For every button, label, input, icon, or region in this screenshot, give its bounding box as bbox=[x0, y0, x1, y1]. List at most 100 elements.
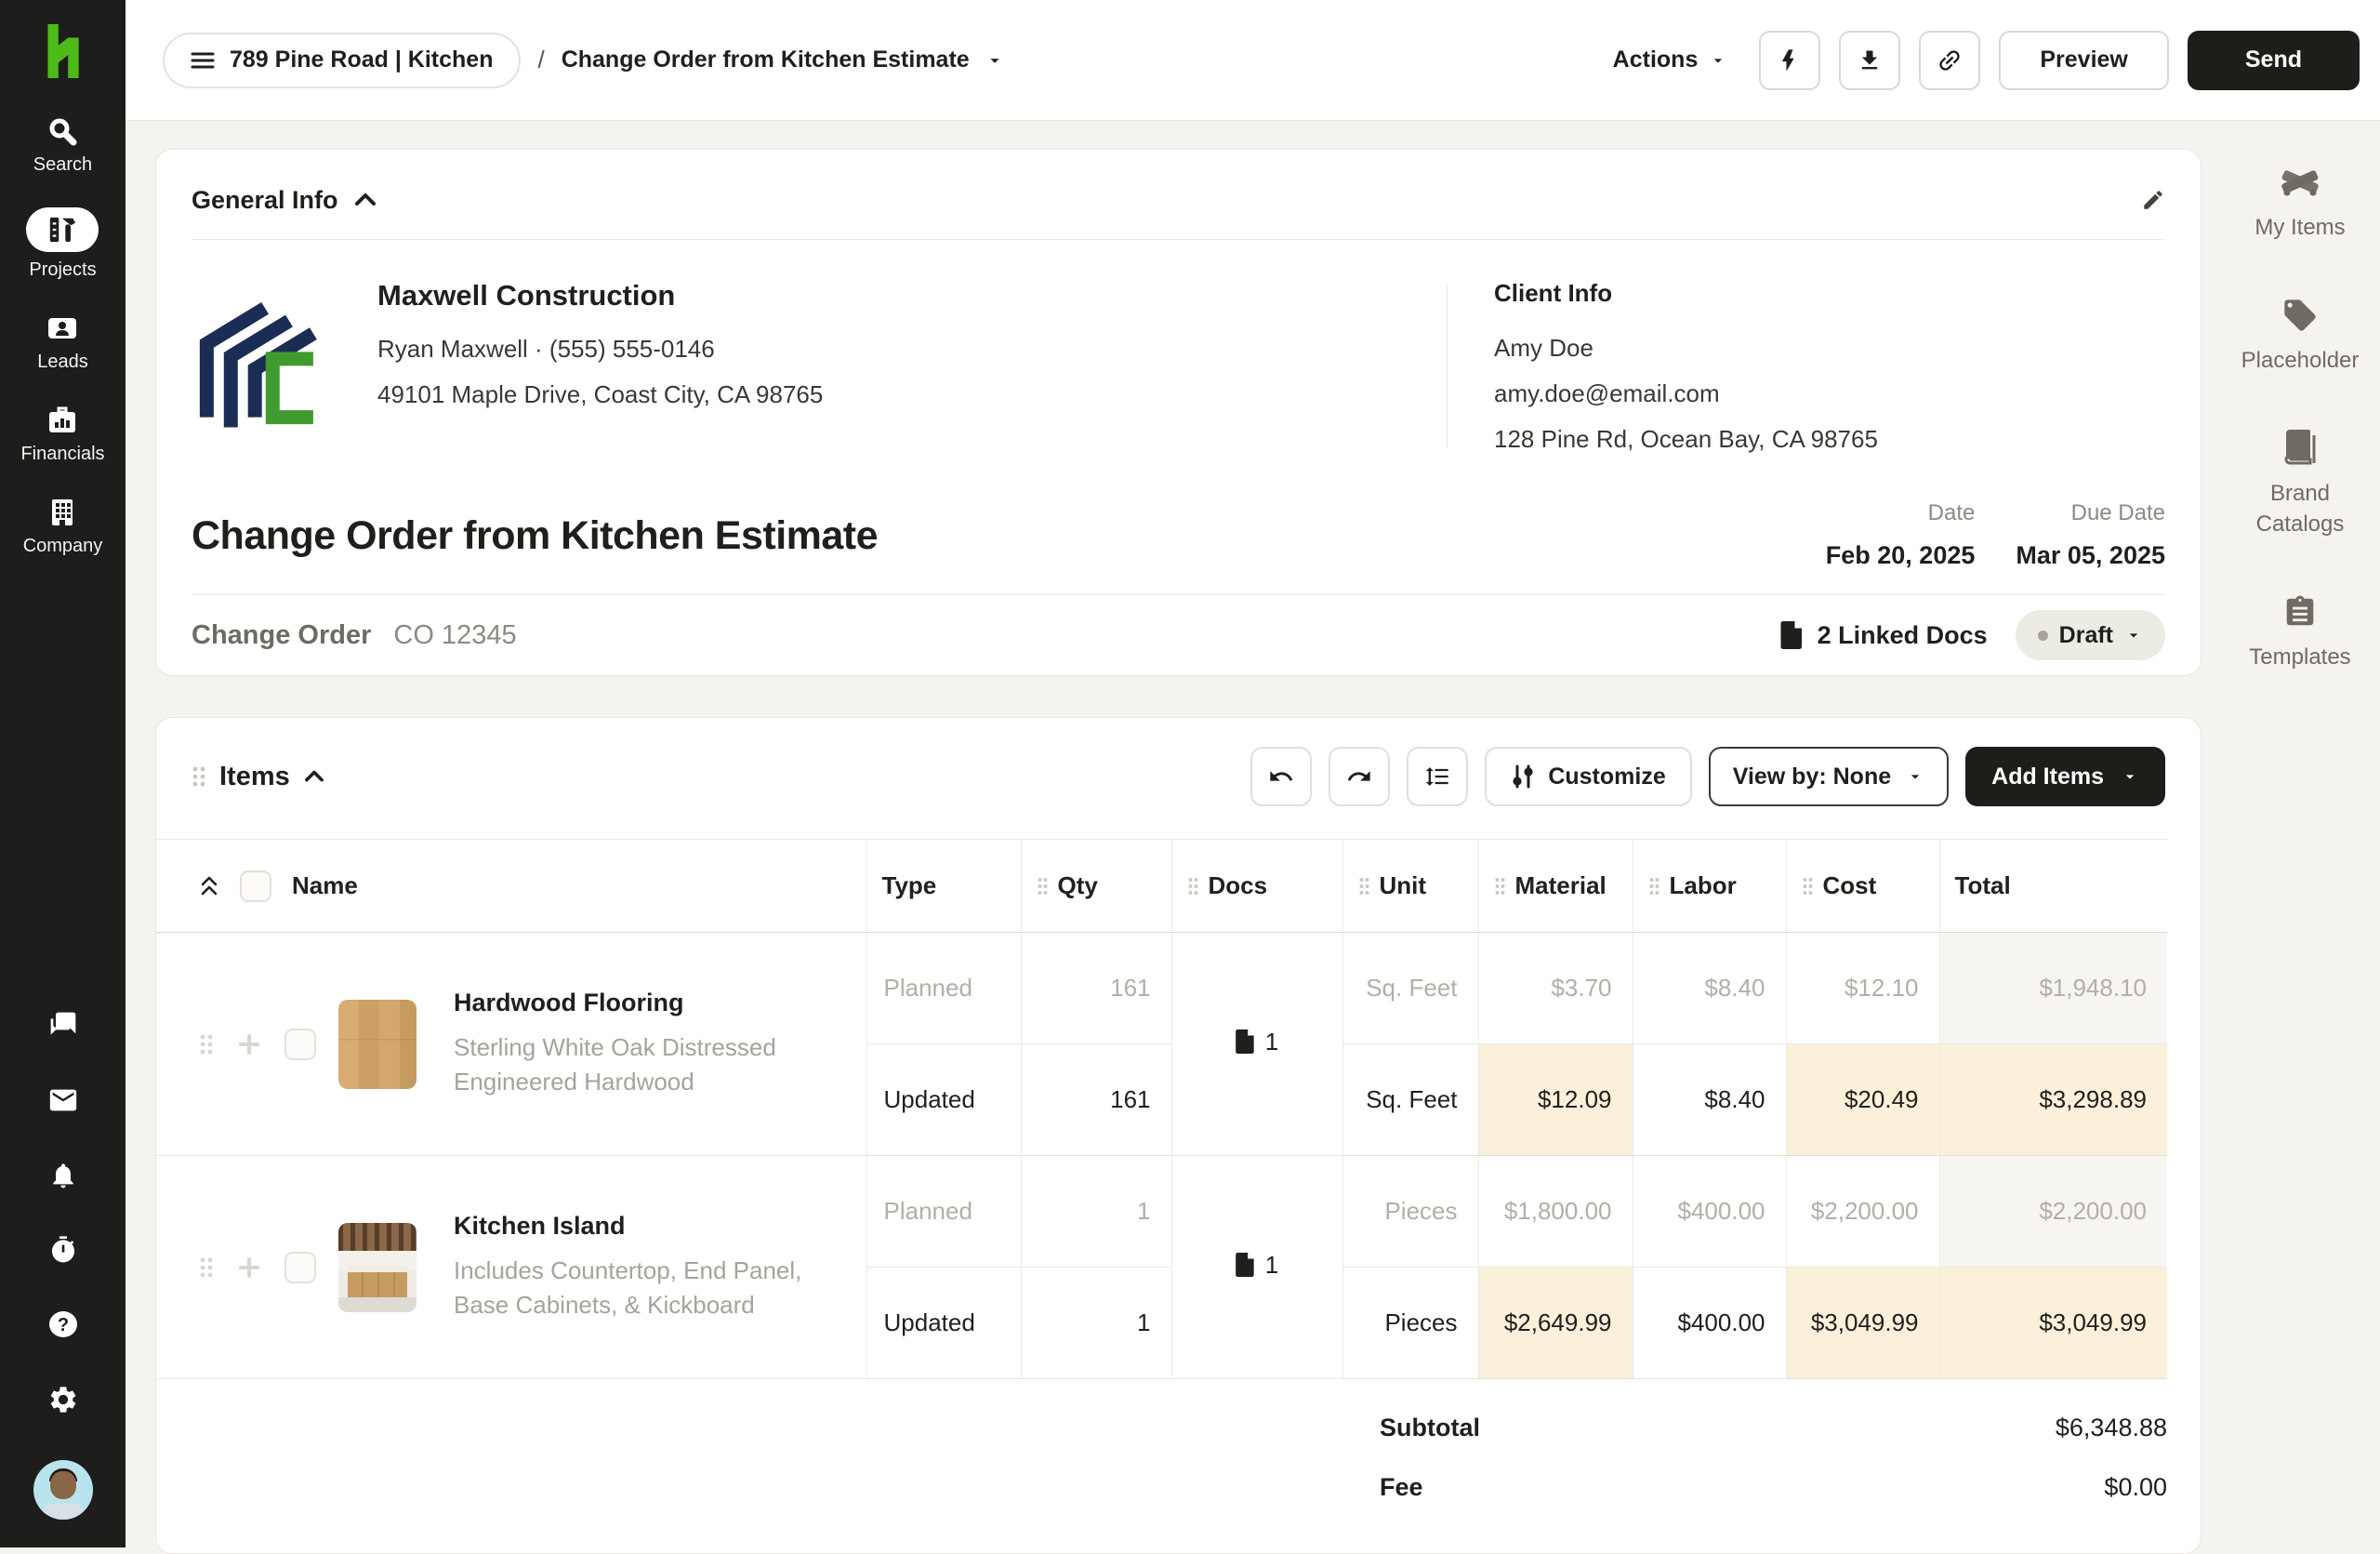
mail-icon[interactable] bbox=[47, 1084, 79, 1116]
fee-value: $0.00 bbox=[2104, 1473, 2167, 1502]
item-name: Hardwood Flooring bbox=[454, 989, 853, 1017]
row-checkbox[interactable] bbox=[284, 1252, 316, 1283]
item-description: Sterling White Oak Distressed Engineered… bbox=[454, 1030, 853, 1099]
labor-cell: $400.00 bbox=[1633, 1156, 1786, 1268]
sidebar-item-company[interactable]: Company bbox=[23, 497, 103, 557]
houzz-logo[interactable] bbox=[42, 24, 85, 78]
linked-docs-button[interactable]: 2 Linked Docs bbox=[1780, 621, 1988, 650]
client-info-block: Client Info Amy Doe amy.doe@email.com 12… bbox=[1448, 279, 1878, 454]
quick-actions-button[interactable] bbox=[1759, 31, 1820, 90]
status-badge[interactable]: Draft bbox=[2016, 610, 2165, 660]
tag-icon bbox=[2281, 297, 2319, 334]
sidebar-item-projects[interactable]: Projects bbox=[26, 207, 99, 281]
my-items-icon bbox=[2280, 164, 2320, 201]
collapse-all-icon[interactable] bbox=[199, 875, 219, 897]
unit-cell: Sq. Feet bbox=[1342, 933, 1478, 1044]
notifications-icon[interactable] bbox=[48, 1161, 78, 1190]
type-cell: Planned bbox=[866, 933, 1021, 1044]
templates-icon bbox=[2282, 593, 2318, 631]
column-header-material: Material bbox=[1515, 871, 1606, 900]
drag-handle-icon[interactable] bbox=[199, 1256, 214, 1279]
breadcrumb-document[interactable]: Change Order from Kitchen Estimate bbox=[562, 46, 1005, 73]
financials-icon bbox=[46, 405, 78, 436]
items-section-title: Items bbox=[219, 762, 290, 792]
total-cell: $1,948.10 bbox=[1939, 933, 2167, 1044]
download-button[interactable] bbox=[1839, 31, 1900, 90]
row-checkbox[interactable] bbox=[284, 1029, 316, 1060]
add-items-button[interactable]: Add Items bbox=[1965, 747, 2165, 806]
rail-item-brand-catalogs[interactable]: Brand Catalogs bbox=[2226, 430, 2374, 539]
rail-item-templates[interactable]: Templates bbox=[2226, 593, 2374, 672]
total-cell: $2,200.00 bbox=[1939, 1156, 2167, 1268]
left-sidebar: Search Projects Leads Financials Company bbox=[0, 0, 126, 1547]
date-block[interactable]: Date Feb 20, 2025 bbox=[1826, 500, 1976, 570]
column-header-labor: Labor bbox=[1670, 871, 1737, 900]
document-title: Change Order from Kitchen Estimate bbox=[192, 513, 878, 559]
general-info-title: General Info bbox=[192, 186, 338, 215]
sidebar-item-financials[interactable]: Financials bbox=[20, 405, 104, 465]
view-by-dropdown[interactable]: View by: None bbox=[1709, 747, 1949, 806]
due-date-block[interactable]: Due Date Mar 05, 2025 bbox=[2016, 500, 2165, 570]
sidebar-item-leads[interactable]: Leads bbox=[37, 312, 88, 373]
column-drag-icon[interactable] bbox=[1358, 877, 1370, 896]
linked-docs-label: 2 Linked Docs bbox=[1818, 621, 1988, 650]
main-content: General Info bbox=[155, 149, 2202, 1554]
drag-handle-icon[interactable] bbox=[199, 1033, 214, 1056]
status-dot bbox=[2038, 631, 2048, 641]
redo-button[interactable] bbox=[1329, 747, 1390, 806]
sidebar-item-search[interactable]: Search bbox=[33, 115, 92, 176]
undo-button[interactable] bbox=[1250, 747, 1312, 806]
docs-count: 1 bbox=[1265, 1251, 1278, 1280]
material-cell: $3.70 bbox=[1478, 933, 1633, 1044]
select-all-checkbox[interactable] bbox=[240, 870, 271, 902]
add-row-icon[interactable] bbox=[238, 1033, 260, 1056]
user-avatar[interactable] bbox=[33, 1460, 93, 1520]
collapse-section-icon[interactable] bbox=[353, 191, 377, 209]
column-header-type: Type bbox=[882, 871, 937, 900]
unit-cell: Sq. Feet bbox=[1342, 1044, 1478, 1156]
breadcrumb-project[interactable]: 789 Pine Road | Kitchen bbox=[163, 33, 521, 88]
column-drag-icon[interactable] bbox=[1802, 877, 1814, 896]
docs-link[interactable]: 1 bbox=[1236, 1251, 1278, 1280]
doc-number: CO 12345 bbox=[393, 620, 516, 651]
labor-cell: $400.00 bbox=[1633, 1268, 1786, 1379]
column-header-cost: Cost bbox=[1823, 871, 1877, 900]
item-row-planned: Kitchen Island Includes Countertop, End … bbox=[156, 1156, 2167, 1268]
collapse-section-icon[interactable] bbox=[303, 768, 325, 785]
column-drag-icon[interactable] bbox=[1187, 877, 1199, 896]
rail-item-placeholder[interactable]: Placeholder bbox=[2226, 297, 2374, 376]
due-date-value: Mar 05, 2025 bbox=[2016, 541, 2165, 570]
chevron-down-icon bbox=[1709, 51, 1727, 70]
company-icon bbox=[46, 497, 78, 528]
customize-button[interactable]: Customize bbox=[1485, 747, 1691, 806]
item-name-cell: Hardwood Flooring Sterling White Oak Dis… bbox=[156, 933, 866, 1156]
column-drag-icon[interactable] bbox=[1037, 877, 1049, 896]
column-drag-icon[interactable] bbox=[1494, 877, 1506, 896]
document-icon bbox=[1780, 621, 1805, 649]
preview-button[interactable]: Preview bbox=[1999, 31, 2169, 90]
row-density-button[interactable] bbox=[1407, 747, 1468, 806]
help-icon[interactable]: ? bbox=[46, 1309, 80, 1339]
actions-menu-button[interactable]: Actions bbox=[1600, 46, 1741, 73]
breadcrumb-document-label: Change Order from Kitchen Estimate bbox=[562, 46, 970, 73]
column-drag-icon[interactable] bbox=[1648, 877, 1660, 896]
messages-icon[interactable] bbox=[48, 1010, 78, 1040]
settings-icon[interactable] bbox=[47, 1384, 79, 1415]
table-header-row: Name Type Qty Docs Unit Material bbox=[156, 840, 2167, 933]
fee-label: Fee bbox=[1380, 1473, 1423, 1502]
send-button[interactable]: Send bbox=[2188, 31, 2360, 90]
item-row-planned: Hardwood Flooring Sterling White Oak Dis… bbox=[156, 933, 2167, 1044]
copy-link-button[interactable] bbox=[1919, 31, 1980, 90]
link-icon bbox=[1936, 46, 1964, 74]
add-row-icon[interactable] bbox=[238, 1256, 260, 1279]
cost-cell: $20.49 bbox=[1786, 1044, 1939, 1156]
time-tracking-icon[interactable] bbox=[48, 1235, 78, 1265]
book-icon bbox=[2281, 430, 2320, 467]
rail-item-my-items[interactable]: My Items bbox=[2226, 164, 2374, 243]
doc-type-label: Change Order bbox=[192, 620, 371, 651]
drag-handle-icon[interactable] bbox=[192, 765, 206, 788]
edit-pencil-icon[interactable] bbox=[2141, 188, 2165, 212]
general-info-card: General Info bbox=[155, 149, 2202, 676]
right-rail: My Items Placeholder Brand Catalogs Temp… bbox=[2220, 121, 2380, 1547]
docs-link[interactable]: 1 bbox=[1236, 1028, 1278, 1056]
